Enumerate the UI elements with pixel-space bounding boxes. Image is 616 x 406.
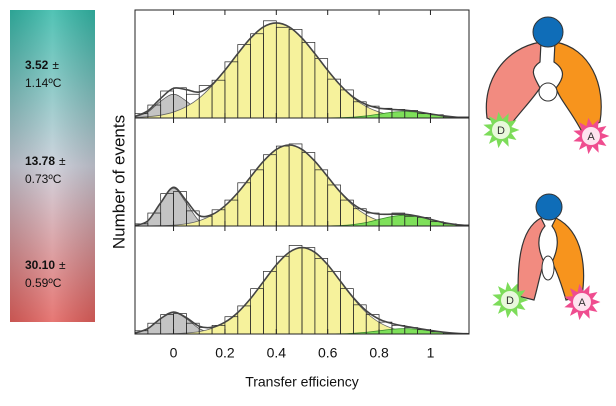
diagrams: [485, 16, 602, 301]
temperature-error: 0.59ºC: [25, 276, 62, 290]
donor-label: D: [497, 125, 505, 137]
x-tick-label: 1: [427, 345, 435, 361]
plus-minus: ±: [59, 154, 66, 168]
x-tick-label: 0: [170, 345, 178, 361]
acceptor-core: [573, 293, 591, 311]
hinge: [541, 255, 555, 281]
donor-domain: [517, 217, 546, 301]
y-axis-label: Number of events: [109, 115, 128, 249]
component-fit: [135, 328, 469, 334]
acceptor-domain: [551, 217, 585, 301]
plus-minus: ±: [52, 58, 59, 72]
total-fit: [135, 246, 469, 334]
x-tick-label: 0.8: [369, 345, 389, 361]
donor-core: [492, 121, 510, 139]
panel-frame: [134, 225, 470, 335]
panel: [135, 143, 469, 226]
temperature-label: 3.52 ±: [25, 58, 59, 72]
gradient-shade: [10, 10, 95, 322]
hinge: [538, 82, 558, 102]
temperature-value: 3.52: [25, 58, 49, 72]
total-fit: [135, 144, 469, 226]
donor-core: [501, 291, 519, 309]
temperature-label: 13.78 ±: [25, 154, 66, 168]
total-fit: [135, 22, 469, 118]
acceptor-core: [582, 127, 600, 145]
acceptor-domain: [553, 41, 602, 133]
x-tick-label: 0.2: [215, 345, 235, 361]
temperature-label: 30.10 ±: [25, 258, 66, 272]
acceptor-label: A: [587, 131, 595, 143]
hub: [532, 16, 564, 48]
donor-domain: [485, 41, 542, 129]
acceptor-label: A: [578, 297, 586, 309]
temperature-error: 1.14ºC: [25, 76, 62, 90]
donor-label: D: [506, 295, 514, 307]
panel: [135, 20, 469, 118]
x-axis-label: Transfer efficiency: [245, 374, 359, 390]
temperature-error: 0.73ºC: [25, 172, 62, 186]
x-tick-label: 0.4: [267, 345, 287, 361]
panel: [135, 245, 469, 334]
plus-minus: ±: [59, 258, 66, 272]
temperature-value: 13.78: [25, 154, 55, 168]
hub: [535, 193, 563, 221]
x-tick-label: 0.6: [318, 345, 338, 361]
temperature-value: 30.10: [25, 258, 55, 272]
